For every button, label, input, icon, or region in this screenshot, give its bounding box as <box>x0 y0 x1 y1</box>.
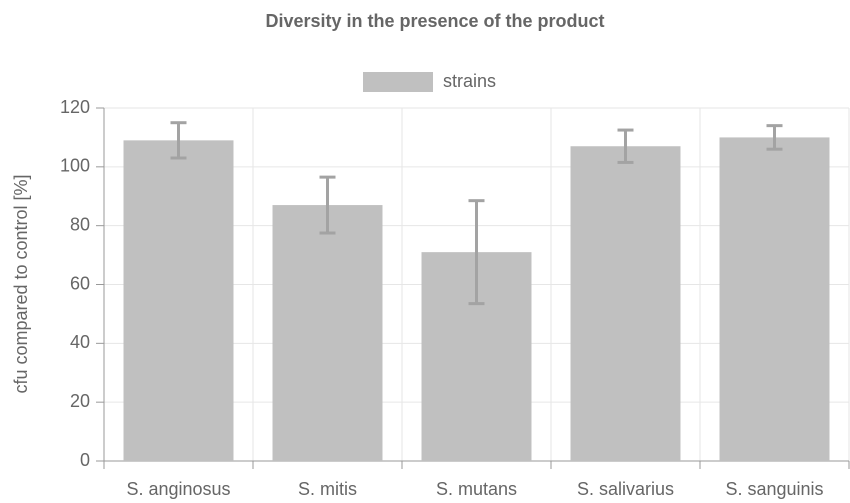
y-tick-label: 40 <box>70 332 90 352</box>
y-tick-label: 100 <box>60 156 90 176</box>
y-tick-label: 80 <box>70 214 90 234</box>
y-tick-label: 0 <box>80 450 90 470</box>
y-axis-label: cfu compared to control [%] <box>11 174 31 393</box>
bar <box>719 137 830 461</box>
y-tick-label: 120 <box>60 97 90 117</box>
x-tick-label: S. mutans <box>436 479 517 499</box>
x-tick-label: S. sanguinis <box>725 479 823 499</box>
chart-title: Diversity in the presence of the product <box>265 11 604 31</box>
x-tick-label: S. salivarius <box>577 479 674 499</box>
x-tick-label: S. anginosus <box>126 479 230 499</box>
legend-swatch <box>363 72 433 92</box>
bar <box>570 146 681 461</box>
legend-label: strains <box>443 71 496 91</box>
bar <box>272 205 383 461</box>
y-tick-label: 60 <box>70 273 90 293</box>
y-tick-label: 20 <box>70 391 90 411</box>
bar <box>123 140 234 461</box>
x-tick-label: S. mitis <box>298 479 357 499</box>
